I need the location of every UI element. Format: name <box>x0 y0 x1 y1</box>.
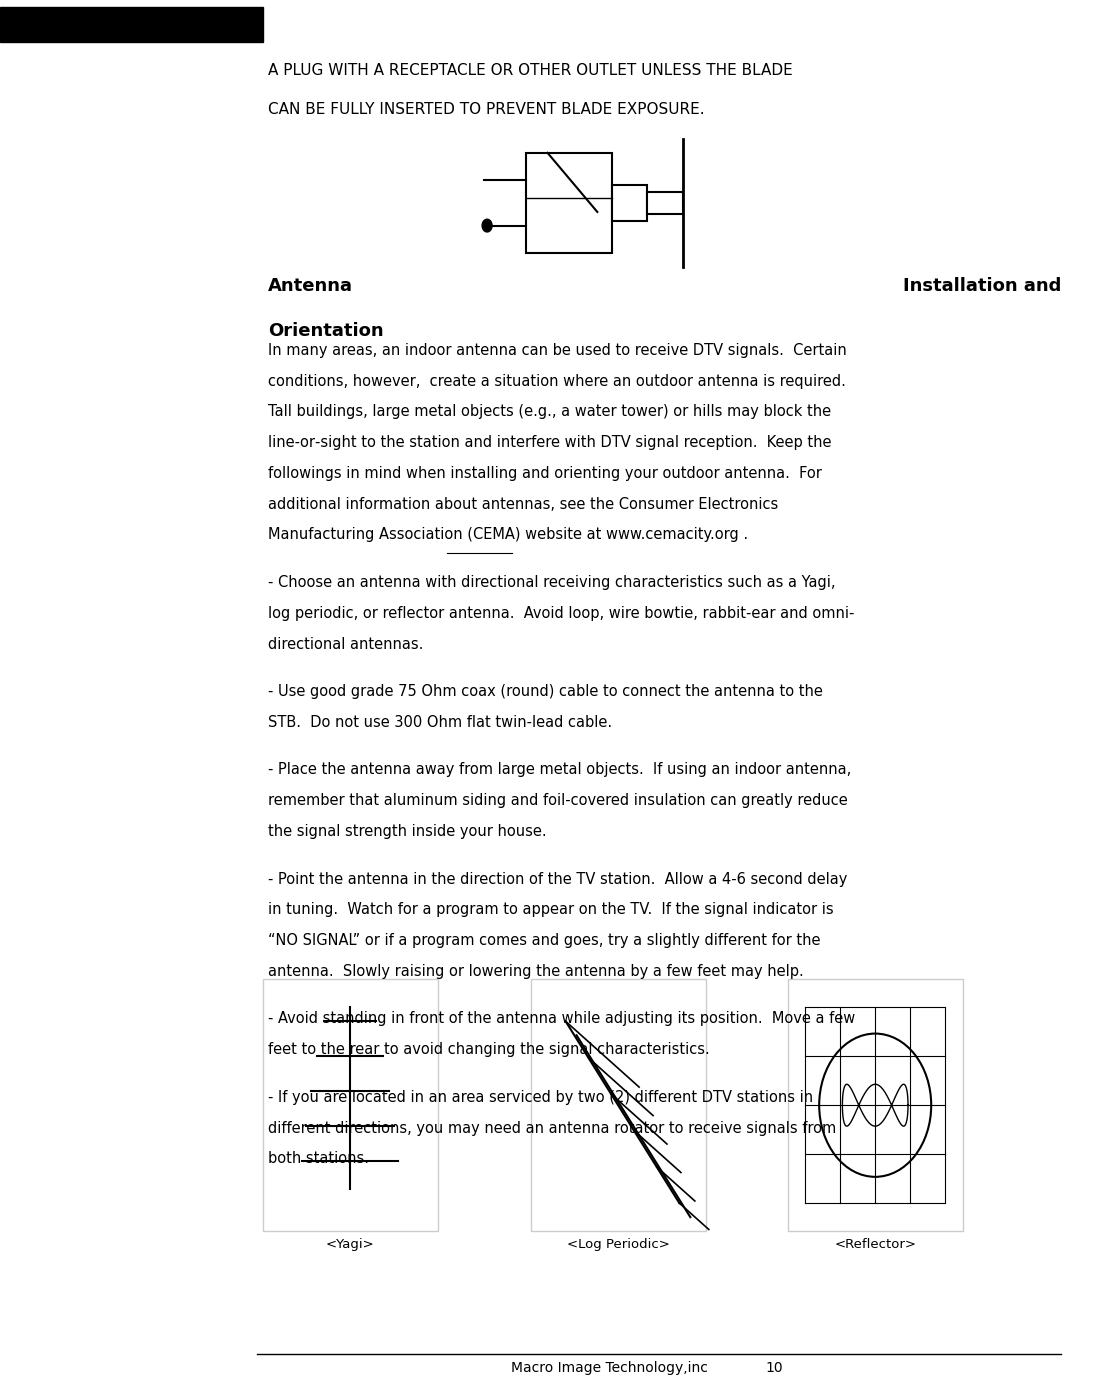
Text: antenna.  Slowly raising or lowering the antenna by a few feet may help.: antenna. Slowly raising or lowering the … <box>268 964 804 979</box>
Text: <Log Periodic>: <Log Periodic> <box>567 1238 670 1251</box>
Text: both stations.: both stations. <box>268 1151 369 1167</box>
Text: conditions, however,  create a situation where an outdoor antenna is required.: conditions, however, create a situation … <box>268 374 846 389</box>
Text: 10: 10 <box>765 1361 783 1375</box>
Text: different directions, you may need an antenna rotator to receive signals from: different directions, you may need an an… <box>268 1121 836 1136</box>
Text: - Point the antenna in the direction of the TV station.  Allow a 4-6 second dela: - Point the antenna in the direction of … <box>268 872 848 887</box>
Text: Manufacturing Association (CEMA) website at www.cemacity.org .: Manufacturing Association (CEMA) website… <box>268 527 748 543</box>
Text: - Choose an antenna with directional receiving characteristics such as a Yagi,: - Choose an antenna with directional rec… <box>268 575 836 590</box>
Text: - Use good grade 75 Ohm coax (round) cable to connect the antenna to the: - Use good grade 75 Ohm coax (round) cab… <box>268 684 823 700</box>
Text: - Place the antenna away from large metal objects.  If using an indoor antenna,: - Place the antenna away from large meta… <box>268 762 851 778</box>
Text: Tall buildings, large metal objects (e.g., a water tower) or hills may block the: Tall buildings, large metal objects (e.g… <box>268 404 831 420</box>
Text: feet to the rear to avoid changing the signal characteristics.: feet to the rear to avoid changing the s… <box>268 1042 710 1058</box>
Text: - If you are located in an area serviced by two (2) different DTV stations in: - If you are located in an area serviced… <box>268 1090 813 1105</box>
Bar <box>0 7 263 42</box>
Text: followings in mind when installing and orienting your outdoor antenna.  For: followings in mind when installing and o… <box>268 466 822 481</box>
Text: Antenna: Antenna <box>268 277 353 295</box>
Circle shape <box>482 220 492 232</box>
Text: Installation and: Installation and <box>903 277 1061 295</box>
Text: log periodic, or reflector antenna.  Avoid loop, wire bowtie, rabbit-ear and omn: log periodic, or reflector antenna. Avoi… <box>268 606 854 621</box>
Bar <box>526 152 612 253</box>
Text: the signal strength inside your house.: the signal strength inside your house. <box>268 824 547 839</box>
Text: STB.  Do not use 300 Ohm flat twin-lead cable.: STB. Do not use 300 Ohm flat twin-lead c… <box>268 715 613 730</box>
Text: directional antennas.: directional antennas. <box>268 637 423 652</box>
Bar <box>648 192 683 214</box>
Text: “NO SIGNAL” or if a program comes and goes, try a slightly different for the: “NO SIGNAL” or if a program comes and go… <box>268 933 820 949</box>
Text: Orientation: Orientation <box>268 322 384 340</box>
Text: CAN BE FULLY INSERTED TO PREVENT BLADE EXPOSURE.: CAN BE FULLY INSERTED TO PREVENT BLADE E… <box>268 102 705 118</box>
Bar <box>531 979 706 1231</box>
Text: in tuning.  Watch for a program to appear on the TV.  If the signal indicator is: in tuning. Watch for a program to appear… <box>268 902 834 918</box>
Bar <box>263 979 438 1231</box>
Text: <Yagi>: <Yagi> <box>326 1238 374 1251</box>
Bar <box>612 185 648 221</box>
Text: remember that aluminum siding and foil-covered insulation can greatly reduce: remember that aluminum siding and foil-c… <box>268 793 848 809</box>
Text: line‑or‑sight to the station and interfere with DTV signal reception.  Keep the: line‑or‑sight to the station and interfe… <box>268 435 831 450</box>
Text: <Reflector>: <Reflector> <box>835 1238 916 1251</box>
Text: In many areas, an indoor antenna can be used to receive DTV signals.  Certain: In many areas, an indoor antenna can be … <box>268 343 847 358</box>
Bar <box>788 979 963 1231</box>
Text: Macro Image Technology,inc: Macro Image Technology,inc <box>512 1361 708 1375</box>
Text: additional information about antennas, see the Consumer Electronics: additional information about antennas, s… <box>268 497 778 512</box>
Text: - Avoid standing in front of the antenna while adjusting its position.  Move a f: - Avoid standing in front of the antenna… <box>268 1011 856 1027</box>
Text: A PLUG WITH A RECEPTACLE OR OTHER OUTLET UNLESS THE BLADE: A PLUG WITH A RECEPTACLE OR OTHER OUTLET… <box>268 63 793 78</box>
